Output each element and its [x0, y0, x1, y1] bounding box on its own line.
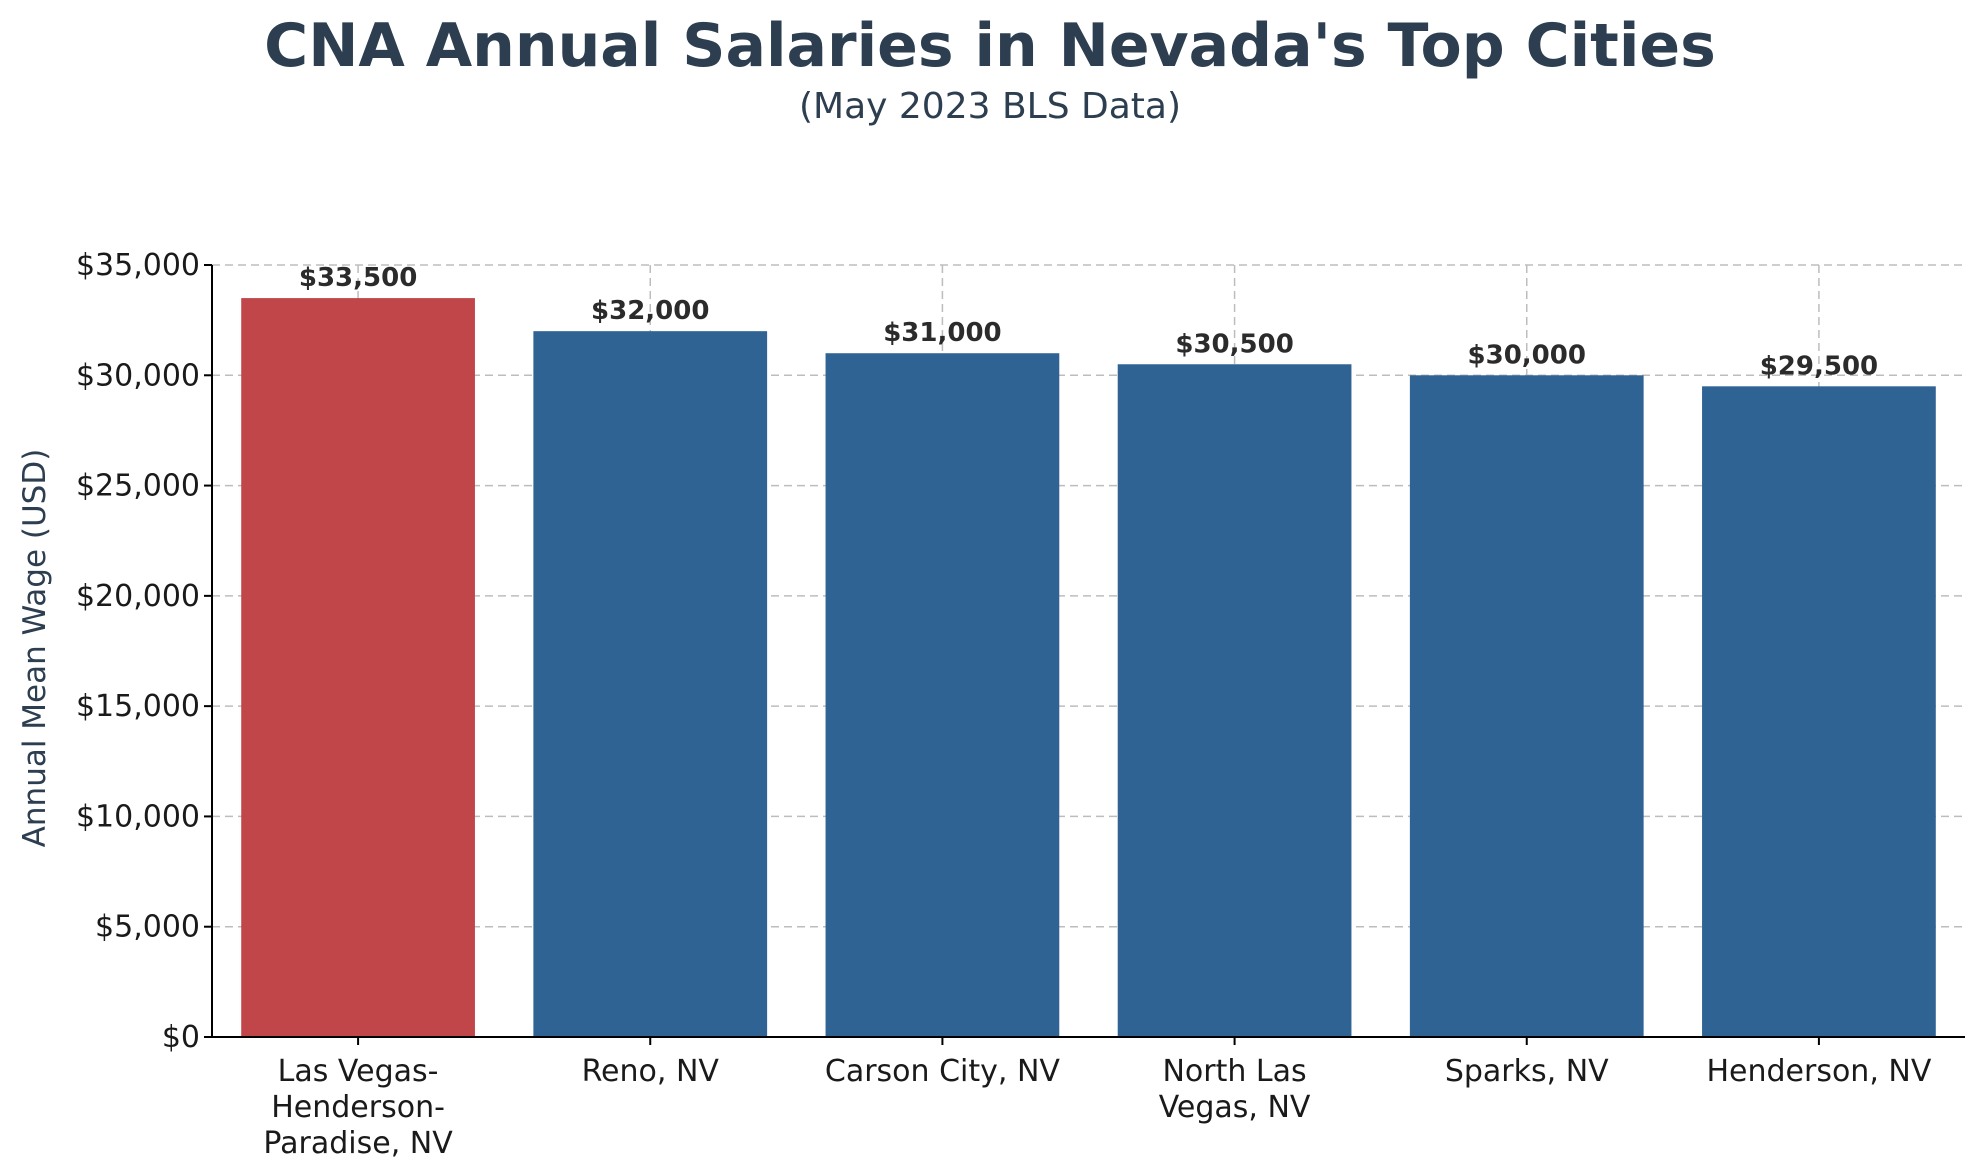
bar-value-label: $29,500 [1760, 351, 1878, 381]
bar-value-label: $30,500 [1175, 329, 1293, 359]
bar [825, 353, 1060, 1037]
chart-title: CNA Annual Salaries in Nevada's Top Citi… [264, 11, 1716, 81]
bar-value-label: $33,500 [299, 263, 417, 293]
bar [241, 298, 475, 1038]
axes-layer [204, 264, 1965, 1045]
y-tick-label: $20,000 [76, 579, 200, 614]
y-tick-label: $0 [162, 1020, 200, 1055]
y-tick-label: $15,000 [76, 689, 200, 724]
bar [533, 331, 768, 1038]
bar [1702, 386, 1936, 1037]
x-tick-label: Henderson, NV [1706, 1054, 1931, 1089]
x-tick-label: Reno, NV [582, 1054, 720, 1089]
y-tick-label: $30,000 [76, 358, 200, 393]
y-tick-label: $5,000 [95, 910, 200, 945]
y-tick-label: $25,000 [76, 469, 200, 504]
bar [1409, 375, 1644, 1037]
y-axis-label: Annual Mean Wage (USD) [17, 449, 53, 848]
bar-value-label: $32,000 [591, 296, 709, 326]
y-tick-label: $10,000 [76, 799, 200, 834]
y-tick-label: $35,000 [76, 248, 200, 283]
bar-value-label: $30,000 [1468, 340, 1586, 370]
bars-layer [241, 298, 1936, 1038]
x-tick-label: Carson City, NV [825, 1054, 1061, 1089]
bar [1117, 364, 1352, 1037]
x-tick-label: North Las Vegas, NV [1159, 1054, 1311, 1125]
x-tick-label: Sparks, NV [1445, 1054, 1609, 1089]
labels-layer: $0 $5,000 $10,000 $15,000 $20,000 $25,000 $30,… [76, 248, 1932, 1161]
bar-value-label: $31,000 [883, 318, 1001, 348]
x-tick-label: Las Vegas-Henderson-Paradise, NV [263, 1054, 453, 1161]
chart-subtitle: (May 2023 BLS Data) [799, 86, 1181, 127]
